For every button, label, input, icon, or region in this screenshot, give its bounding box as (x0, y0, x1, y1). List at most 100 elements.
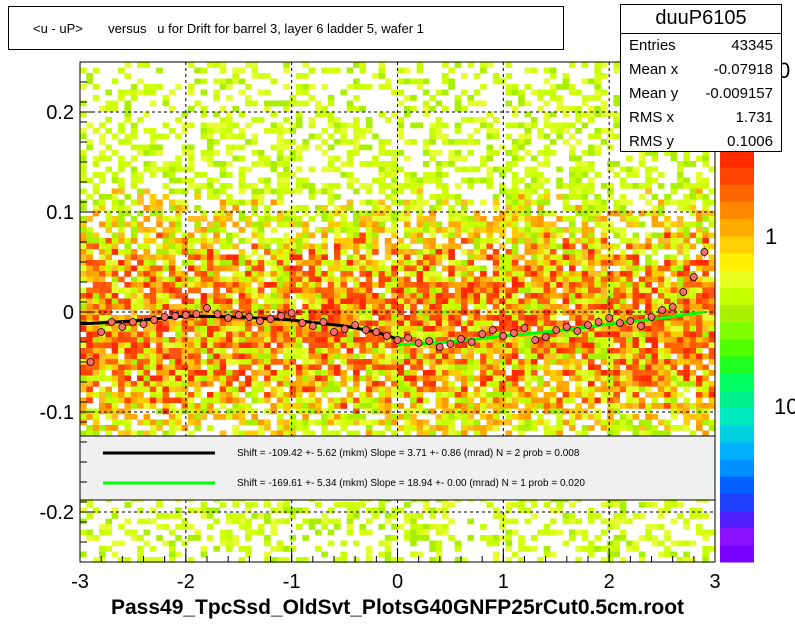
heatmap-cell (156, 166, 163, 173)
heatmap-cell (499, 315, 506, 321)
heatmap-cell (219, 265, 227, 272)
heatmap-cell (187, 304, 195, 310)
heatmap-cell (384, 276, 392, 283)
heatmap-cell (486, 348, 493, 354)
heatmap-cell (588, 364, 595, 371)
heatmap-cell (289, 155, 297, 162)
heatmap-cell (518, 309, 525, 316)
heatmap-cell (308, 353, 316, 360)
heatmap-cell (537, 282, 544, 288)
heatmap-cell (143, 293, 151, 299)
heatmap-cell (435, 172, 443, 178)
heatmap-cell (295, 183, 303, 189)
heatmap-cell (118, 298, 125, 305)
heatmap-cell (588, 161, 595, 167)
heatmap-cell (200, 106, 208, 112)
heatmap-cell (92, 425, 100, 431)
heatmap-cell (435, 133, 443, 140)
heatmap-cell (397, 238, 405, 244)
heatmap-cell (511, 551, 519, 558)
heatmap-cell (264, 100, 271, 107)
heatmap-cell (645, 177, 652, 184)
heatmap-cell (473, 375, 481, 382)
heatmap-cell (346, 331, 354, 338)
heatmap-cell (365, 232, 373, 239)
heatmap-cell (518, 375, 525, 382)
heatmap-cell (340, 122, 347, 129)
heatmap-cell (422, 315, 430, 321)
heatmap-cell (346, 122, 354, 129)
heatmap-cell (480, 298, 487, 305)
heatmap-cell (130, 95, 138, 101)
heatmap-cell (118, 342, 125, 349)
heatmap-cell (422, 199, 430, 206)
heatmap-cell (302, 557, 309, 563)
heatmap-cell (168, 205, 176, 211)
heatmap-cell (581, 304, 589, 310)
heatmap-cell (442, 161, 449, 167)
heatmap-cell (511, 84, 519, 90)
heatmap-cell (238, 155, 246, 162)
heatmap-cell (245, 287, 252, 294)
heatmap-cell (111, 282, 119, 288)
heatmap-cell (410, 177, 417, 184)
heatmap-cell (581, 408, 589, 415)
heatmap-cell (226, 309, 233, 316)
heatmap-cell (124, 529, 131, 536)
heatmap-cell (448, 67, 455, 74)
heatmap-cell (588, 337, 595, 343)
heatmap-cell (283, 210, 290, 217)
heatmap-cell (378, 419, 386, 426)
heatmap-cell (315, 375, 322, 382)
heatmap-cell (435, 419, 443, 426)
heatmap-cell (372, 507, 379, 514)
heatmap-cell (403, 221, 411, 228)
heatmap-cell (594, 150, 601, 156)
heatmap-cell (219, 238, 227, 244)
heatmap-cell (168, 375, 176, 382)
heatmap-cell (422, 425, 430, 431)
heatmap-cell (626, 260, 633, 266)
heatmap-cell (600, 298, 608, 305)
heatmap-cell (569, 122, 576, 129)
heatmap-cell (80, 304, 87, 310)
heatmap-cell (581, 254, 589, 261)
heatmap-cell (442, 326, 449, 332)
heatmap-cell (270, 238, 278, 244)
heatmap-cell (187, 243, 195, 250)
heatmap-cell (175, 199, 182, 206)
heatmap-cell (492, 287, 500, 294)
heatmap-cell (80, 265, 87, 272)
heatmap-cell (410, 282, 417, 288)
heatmap-cell (353, 238, 360, 244)
heatmap-cell (416, 386, 424, 393)
heatmap-cell (467, 364, 474, 371)
heatmap-cell (181, 392, 189, 398)
heatmap-cell (365, 315, 373, 321)
heatmap-cell (124, 502, 131, 508)
heatmap-cell (492, 276, 500, 283)
heatmap-cell (99, 243, 106, 250)
heatmap-cell (315, 386, 322, 393)
heatmap-cell (600, 216, 608, 222)
heatmap-cell (181, 238, 189, 244)
heatmap-cell (149, 282, 157, 288)
heatmap-cell (353, 293, 360, 299)
heatmap-cell (156, 254, 163, 261)
heatmap-cell (327, 67, 335, 74)
heatmap-cell (422, 254, 430, 261)
heatmap-cell (353, 62, 360, 68)
heatmap-cell (175, 392, 182, 398)
heatmap-cell (130, 529, 138, 536)
heatmap-cell (327, 194, 335, 200)
heatmap-cell (607, 254, 614, 261)
heatmap-cell (454, 95, 462, 101)
heatmap-cell (581, 183, 589, 189)
heatmap-cell (346, 524, 354, 530)
heatmap-cell (289, 370, 297, 376)
heatmap-cell (353, 227, 360, 233)
heatmap-cell (543, 425, 551, 431)
heatmap-cell (422, 161, 430, 167)
heatmap-cell (384, 265, 392, 272)
heatmap-cell (435, 199, 443, 206)
